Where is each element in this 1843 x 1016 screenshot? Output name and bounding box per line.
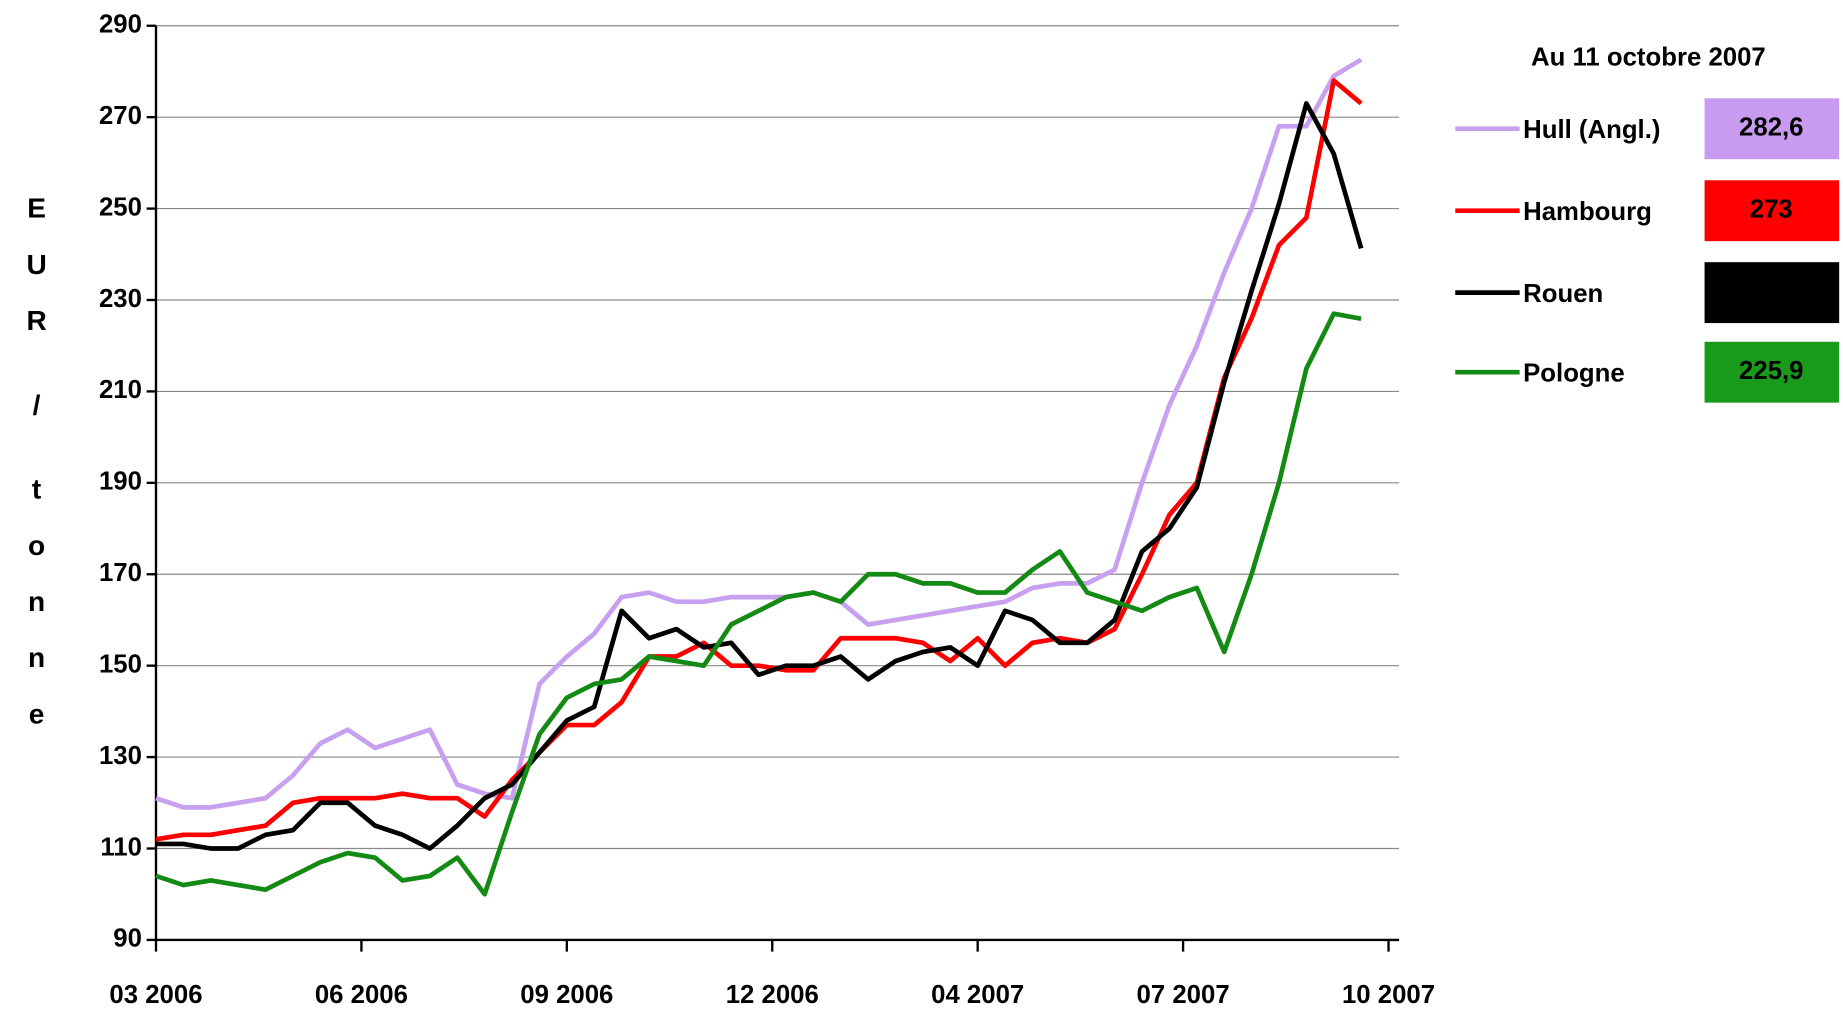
value-box-label: 282,6	[1739, 114, 1803, 142]
x-tick-label: 09 2006	[520, 981, 613, 1009]
value-box	[1704, 262, 1840, 324]
legend-label: Hull (Angl.)	[1523, 116, 1660, 144]
y-tick-label: 250	[99, 193, 142, 221]
y-axis-label: E U R / t o n n e	[26, 193, 46, 730]
y-tick-label: 230	[99, 285, 142, 313]
value-box-label: 241,3	[1739, 277, 1803, 305]
value-box-label: 225,9	[1739, 357, 1803, 385]
y-tick-label: 110	[100, 833, 142, 861]
legend-label: Hambourg	[1523, 198, 1652, 226]
x-tick-label: 06 2006	[315, 981, 408, 1009]
value-box-label: 273	[1750, 195, 1793, 223]
y-tick-label: 210	[99, 376, 142, 404]
x-tick-label: 12 2006	[726, 981, 819, 1009]
value-box	[1704, 98, 1840, 160]
series-line	[155, 78, 1363, 842]
y-tick-label: 190	[99, 468, 142, 496]
series-line	[155, 101, 1364, 851]
legend-label: Rouen	[1523, 280, 1603, 308]
x-tick-label: 03 2006	[109, 981, 202, 1009]
y-tick-label: 290	[99, 11, 142, 39]
value-box	[1704, 341, 1840, 403]
y-tick-label: 270	[99, 102, 142, 130]
x-tick-label: 04 2007	[931, 981, 1024, 1009]
legend-title: Au 11 octobre 2007	[1531, 43, 1766, 71]
y-tick-label: 90	[113, 925, 142, 953]
y-tick-label: 130	[99, 742, 142, 770]
x-tick-label: 10 2007	[1342, 981, 1435, 1009]
y-tick-label: 150	[99, 650, 142, 678]
x-tick-label: 07 2007	[1137, 981, 1230, 1009]
legend-label: Pologne	[1523, 359, 1625, 387]
y-tick-label: 170	[99, 559, 142, 587]
value-box	[1704, 180, 1840, 242]
series-line	[155, 311, 1362, 897]
series-line	[155, 57, 1363, 810]
